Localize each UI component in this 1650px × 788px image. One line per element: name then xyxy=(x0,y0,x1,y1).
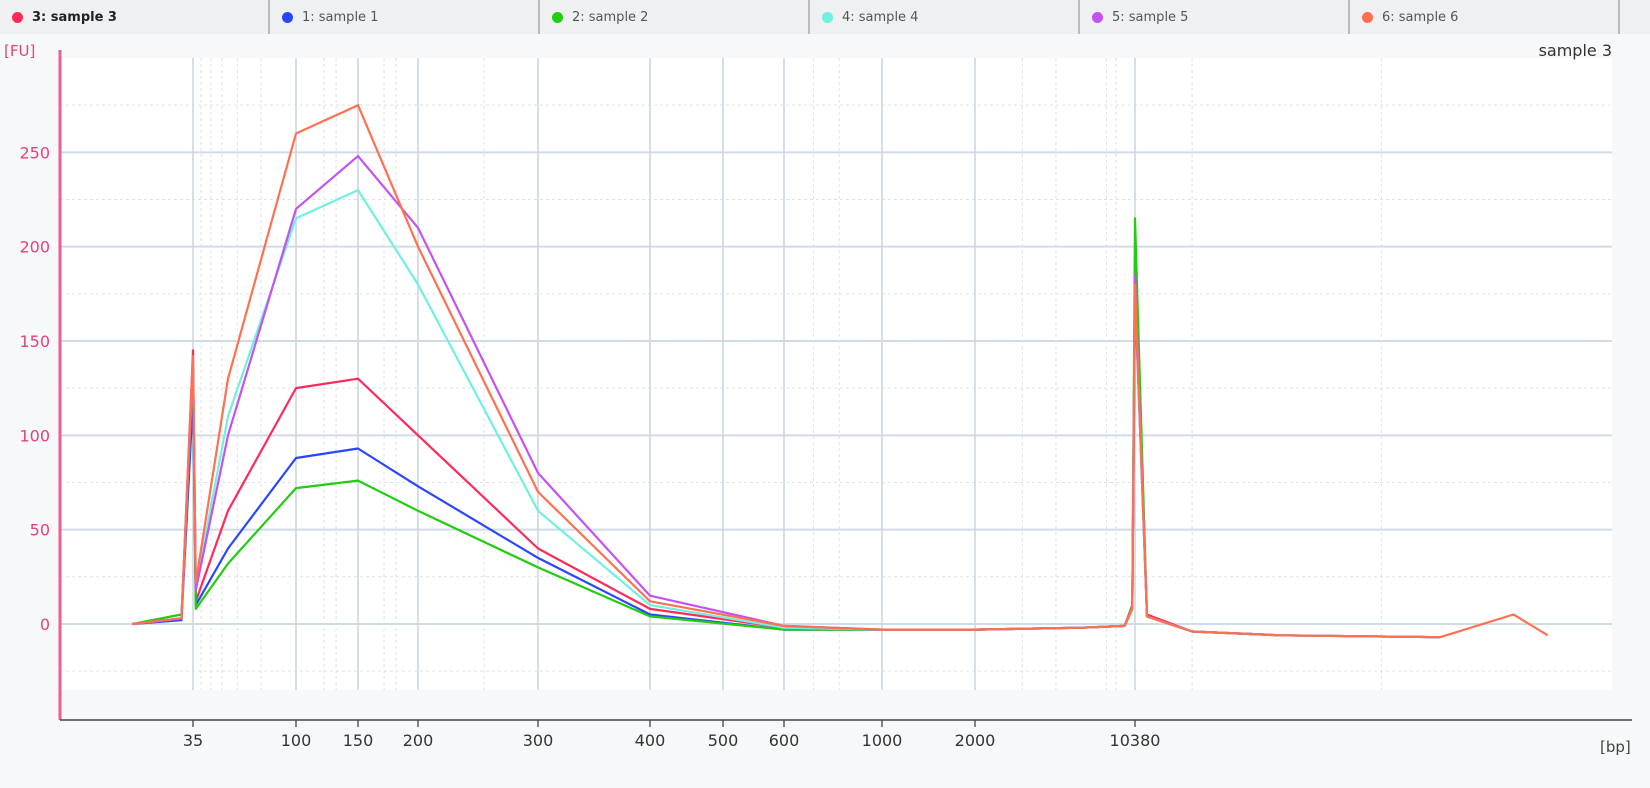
x-tick-label: 1000 xyxy=(862,731,903,750)
tab-sample-1[interactable]: 1: sample 1 xyxy=(270,0,540,34)
x-tick-label: 400 xyxy=(635,731,666,750)
tab-label: 5: sample 5 xyxy=(1112,9,1189,25)
y-tick-label: 250 xyxy=(19,143,50,162)
x-tick-label: 2000 xyxy=(955,731,996,750)
sample-tab-bar: 3: sample 3 1: sample 1 2: sample 2 4: samp… xyxy=(0,0,1650,35)
tab-sample-2[interactable]: 2: sample 2 xyxy=(540,0,810,34)
y-tick-label: 50 xyxy=(30,521,50,540)
series-color-dot-icon xyxy=(12,11,23,23)
x-tick-label: 200 xyxy=(403,731,434,750)
y-tick-label: 150 xyxy=(19,332,50,351)
x-tick-label: 10380 xyxy=(1110,731,1161,750)
x-tick-label: 500 xyxy=(708,731,739,750)
x-tick-label: 100 xyxy=(281,731,312,750)
tab-label: 4: sample 4 xyxy=(842,9,919,25)
x-tick-label: 300 xyxy=(523,731,554,750)
series-color-dot-icon xyxy=(282,11,293,23)
series-color-dot-icon xyxy=(822,11,833,23)
x-tick-label: 600 xyxy=(769,731,800,750)
x-tick-label: 35 xyxy=(183,731,203,750)
tab-label: 2: sample 2 xyxy=(572,9,649,25)
x-axis-label: [bp] xyxy=(1600,738,1631,756)
series-lines xyxy=(131,104,1549,639)
y-axis-label: [FU] xyxy=(4,42,35,60)
y-tick-label: 200 xyxy=(19,238,50,257)
tab-sample-0[interactable]: 3: sample 3 xyxy=(0,0,270,34)
gridlines xyxy=(60,58,1612,690)
tab-label: 1: sample 1 xyxy=(302,9,379,25)
chart-title: sample 3 xyxy=(1539,41,1612,60)
tab-sample-5[interactable]: 6: sample 6 xyxy=(1350,0,1620,34)
series-line-5 xyxy=(131,104,1549,639)
series-color-dot-icon xyxy=(1362,11,1373,23)
plot-area xyxy=(60,58,1612,690)
tab-sample-4[interactable]: 5: sample 5 xyxy=(1080,0,1350,34)
tab-label: 3: sample 3 xyxy=(32,9,117,25)
axes: 0 50 100 150 200 250 35 100 150 200 300 400 500 600 10… xyxy=(19,50,1632,750)
series-color-dot-icon xyxy=(1092,11,1103,23)
y-tick-label: 0 xyxy=(40,615,50,634)
x-tick-label: 150 xyxy=(343,731,374,750)
electropherogram-chart: 0 50 100 150 200 250 35 100 150 200 300 400 500 600 10… xyxy=(0,34,1650,788)
tab-sample-3[interactable]: 4: sample 4 xyxy=(810,0,1080,34)
y-tick-label: 100 xyxy=(19,426,50,445)
tab-label: 6: sample 6 xyxy=(1382,9,1459,25)
series-color-dot-icon xyxy=(552,11,563,23)
